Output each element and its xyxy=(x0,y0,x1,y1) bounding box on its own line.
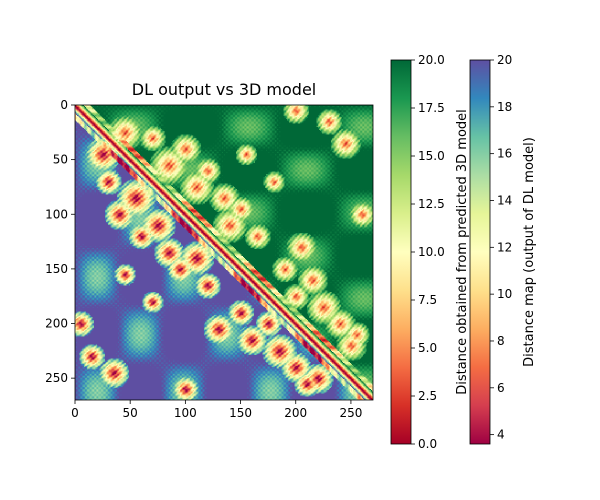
colorbar-tick-label: 15.0 xyxy=(418,149,445,163)
colorbar-spectral-bar xyxy=(469,59,491,445)
colorbar-tick-label: 4 xyxy=(497,428,505,442)
y-tick-label: 0 xyxy=(60,98,68,112)
colorbar-tick-label: 12.5 xyxy=(418,197,445,211)
colorbar-tick-label: 17.5 xyxy=(418,101,445,115)
x-tick-label: 100 xyxy=(174,406,197,420)
x-tick-label: 50 xyxy=(123,406,138,420)
colorbar-predicted-3d: 0.0 2.5 5.0 7.5 10.0 12.5 15.0 17.5 20.0 Distanc… xyxy=(390,53,470,451)
colorbar-rdylgn-ticks: 0.0 2.5 5.0 7.5 10.0 12.5 15.0 17.5 20.0 xyxy=(411,53,445,451)
colorbar-tick-label: 14 xyxy=(497,193,512,207)
y-tick-label: 150 xyxy=(45,262,68,276)
heatmap-plot-area xyxy=(74,104,374,401)
x-tick-label: 150 xyxy=(229,406,252,420)
colorbar-spectral-label: Distance map (output of DL model) xyxy=(522,137,537,367)
colorbar-tick-label: 2.5 xyxy=(418,389,437,403)
heatmap-image xyxy=(75,105,373,400)
colorbar-tick-label: 6 xyxy=(497,381,505,395)
plot-frame xyxy=(74,104,374,401)
colorbar-tick-label: 20 xyxy=(497,53,512,67)
colorbar-tick-label: 5.0 xyxy=(418,341,437,355)
colorbar-tick-label: 10.0 xyxy=(418,245,445,259)
colorbar-dl-output: 4 6 8 10 12 14 16 18 20 Distance map (output of … xyxy=(469,53,537,445)
colorbar-tick-label: 10 xyxy=(497,287,512,301)
colorbar-spectral-ticks: 4 6 8 10 12 14 16 18 20 xyxy=(490,53,512,442)
x-tick-label: 200 xyxy=(284,406,307,420)
colorbar-tick-label: 18 xyxy=(497,100,512,114)
y-tick-label: 200 xyxy=(45,317,68,331)
colorbar-tick-label: 0.0 xyxy=(418,437,437,451)
colorbar-tick-label: 20.0 xyxy=(418,53,445,67)
x-tick-label: 250 xyxy=(339,406,362,420)
y-tick-label: 100 xyxy=(45,207,68,221)
x-axis: 0 50 100 150 200 250 xyxy=(71,400,362,420)
x-tick-label: 0 xyxy=(71,406,79,420)
heatmap-canvas xyxy=(75,105,373,400)
y-tick-label: 50 xyxy=(53,153,68,167)
y-tick-label: 250 xyxy=(45,371,68,385)
colorbar-tick-label: 7.5 xyxy=(418,293,437,307)
chart-title: DL output vs 3D model xyxy=(132,80,316,99)
colorbar-tick-label: 16 xyxy=(497,147,512,161)
colorbar-rdylgn-bar xyxy=(390,59,412,445)
colorbar-rdylgn-label: Distance obtained from predicted 3D mode… xyxy=(455,109,470,395)
y-axis: 0 50 100 150 200 250 xyxy=(45,98,75,385)
colorbar-tick-label: 12 xyxy=(497,240,512,254)
colorbar-tick-label: 8 xyxy=(497,334,505,348)
